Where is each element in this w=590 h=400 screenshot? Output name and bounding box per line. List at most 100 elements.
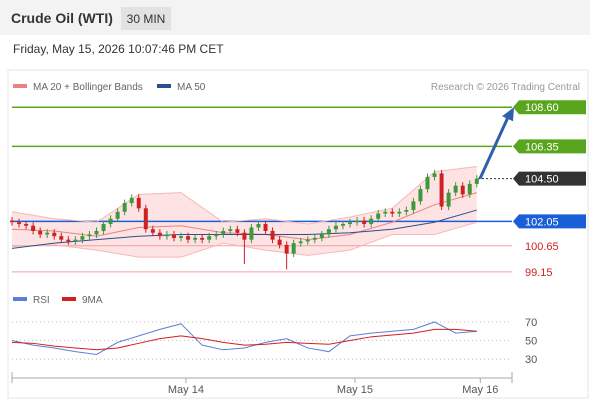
candle-body (453, 185, 458, 193)
arrow-shaft (478, 116, 510, 180)
candle-body (193, 237, 198, 240)
candle-body (425, 176, 430, 190)
level-label: 102.05 (525, 216, 559, 228)
candle-body (277, 239, 282, 245)
candle-body (467, 183, 472, 195)
candle-body (390, 211, 395, 214)
timestamp: Friday, May 15, 2026 10:07:46 PM CET (13, 42, 224, 56)
y-tick-label: 70 (525, 317, 537, 329)
candle-body (397, 211, 402, 214)
level-label: 100.65 (525, 241, 559, 253)
indicator-line (11, 328, 477, 351)
candle-body (66, 239, 71, 242)
panel-border (7, 69, 589, 399)
candle-body (171, 234, 176, 238)
level-label: 108.60 (525, 102, 559, 114)
candle-body (298, 241, 303, 244)
indicator-line (11, 321, 477, 355)
candle-body (115, 211, 120, 219)
candle-body (31, 225, 36, 231)
interval-box (121, 7, 171, 30)
candle-body (136, 197, 141, 209)
level-box (513, 214, 586, 229)
candle-body (164, 234, 169, 237)
candle-body (150, 229, 155, 233)
candle-body (263, 223, 268, 231)
legend-label: MA 20 + Bollinger Bands (33, 82, 143, 93)
candle-body (284, 244, 289, 254)
candle-body (256, 223, 261, 228)
candle-body (242, 232, 247, 240)
band-line (11, 165, 477, 225)
header-bar (0, 0, 590, 35)
bollinger-band (434, 166, 477, 235)
interval: 30 MIN (127, 12, 166, 26)
candle-body (45, 232, 50, 235)
candle-body (157, 232, 162, 237)
candle-body (200, 237, 205, 240)
instrument-title: Crude Oil (WTI) (11, 10, 113, 26)
bollinger-band (350, 208, 393, 251)
level-box (513, 100, 586, 115)
candle-body (418, 189, 423, 202)
candle-body (404, 210, 409, 212)
candle-body (340, 223, 345, 226)
source: Research © 2026 Trading Central (431, 82, 580, 93)
candle-body (94, 230, 99, 235)
level-box (513, 171, 586, 186)
candle-body (355, 220, 360, 223)
candle-body (326, 229, 331, 235)
candle-body (348, 222, 353, 224)
candle-body (235, 229, 240, 233)
candle-body (143, 208, 148, 230)
candle-body (383, 211, 388, 214)
candle-body (460, 185, 465, 195)
level-box (513, 139, 586, 154)
candle-body (333, 225, 338, 230)
candle-body (291, 243, 296, 254)
x-tick-label: May 15 (337, 384, 373, 396)
candle-body (411, 201, 416, 211)
candle-body (80, 236, 85, 240)
legend-swatch (13, 297, 27, 301)
candle-body (439, 173, 444, 207)
legend-swatch (62, 297, 76, 301)
bollinger-band (96, 194, 139, 258)
candle-body (312, 237, 317, 240)
candle-body (179, 236, 184, 238)
candle-body (108, 218, 113, 224)
legend-swatch (157, 84, 171, 88)
candle-body (270, 230, 275, 240)
bollinger-band (138, 192, 182, 258)
candle-body (369, 218, 374, 224)
candle-body (432, 173, 437, 177)
candle-body (24, 223, 29, 226)
candle-body (10, 220, 14, 223)
candle-body (73, 239, 78, 242)
x-tick-label: May 14 (168, 384, 204, 396)
candle-body (17, 222, 22, 224)
candle-body (376, 213, 381, 219)
candle-body (249, 227, 254, 240)
candle-body (52, 232, 57, 237)
bollinger-band (181, 192, 224, 258)
arrow-head (502, 107, 514, 122)
x-tick-label: May 16 (462, 384, 498, 396)
legend-label: MA 50 (177, 82, 206, 93)
candle-body (129, 197, 134, 204)
candle-body (186, 236, 191, 240)
legend-swatch (13, 84, 27, 88)
level-label: 104.50 (525, 174, 559, 186)
level-label: 99.15 (525, 267, 553, 279)
candle-body (122, 203, 127, 212)
candle-body (87, 234, 92, 237)
level-label: 106.35 (525, 141, 559, 153)
candle-body (38, 230, 43, 235)
y-tick-label: 30 (525, 354, 537, 366)
candle-body (319, 234, 324, 238)
candle-body (446, 192, 451, 207)
candle-body (362, 220, 367, 224)
legend-label: 9MA (82, 295, 103, 306)
